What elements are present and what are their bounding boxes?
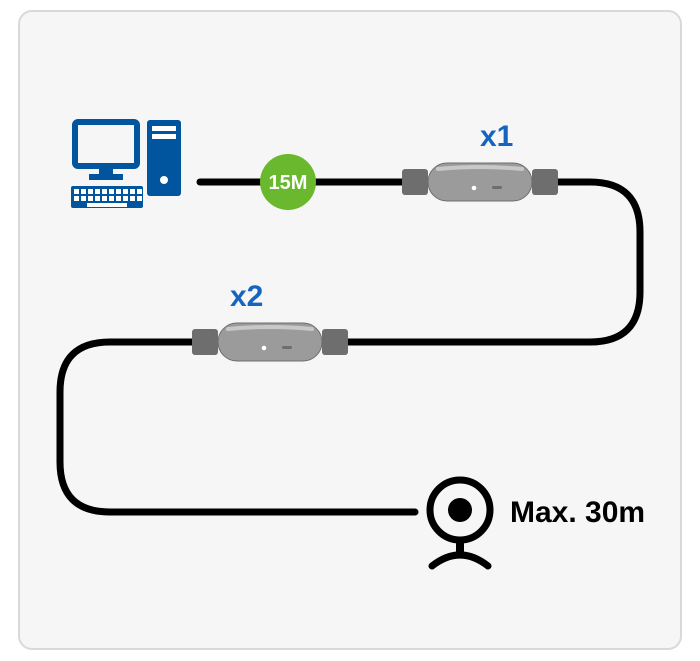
max-distance-label: Max. 30m xyxy=(510,496,645,530)
usb-extender-icon xyxy=(388,163,572,201)
cable-path xyxy=(60,182,640,512)
extender-count-label: x2 xyxy=(230,280,263,314)
distance-badge-text: 15M xyxy=(269,172,308,194)
diagram-svg: 15M xyxy=(20,12,684,652)
diagram-panel: 15M x1 x2 Max. 30m xyxy=(18,10,682,650)
usb-extender-icon xyxy=(178,323,362,361)
distance-badge: 15M xyxy=(260,154,316,210)
extender-count-label: x1 xyxy=(480,120,513,154)
computer-icon xyxy=(71,120,181,208)
webcam-icon xyxy=(430,480,490,566)
